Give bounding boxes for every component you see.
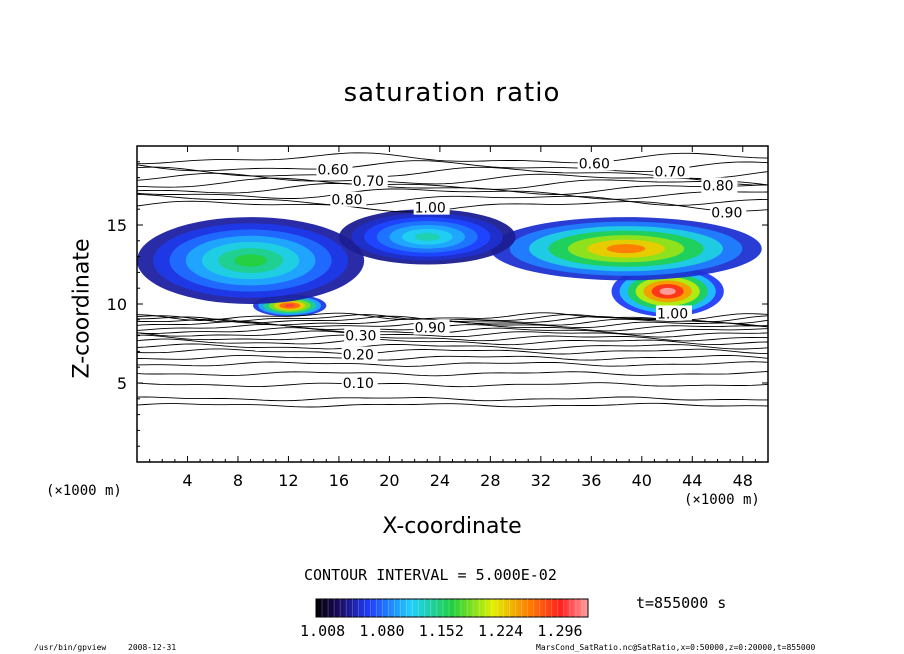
contour-line (137, 200, 768, 213)
contour-label-bg (316, 161, 353, 177)
y-axis-label: Z-coordinate (69, 238, 95, 379)
x-tick-label: 4 (182, 471, 192, 490)
x-tick-label: 8 (233, 471, 243, 490)
contour-label: 1.00 (415, 201, 446, 217)
x-tick-label: 24 (430, 471, 450, 490)
x-axis: 4 8 12 16 20 24 28 32 36 40 44 48 (149, 146, 756, 490)
contour-label-bg (701, 177, 738, 193)
contour-label: 1.00 (657, 306, 688, 322)
contour-label: 0.30 (345, 329, 376, 345)
saturation-band (284, 304, 295, 308)
contour-line (137, 354, 768, 361)
contour-line (137, 396, 768, 402)
contour-label-bg (653, 163, 690, 179)
y-axis: 5 10 15 (107, 161, 768, 447)
contour-line (137, 193, 768, 206)
contour-label-bg (413, 199, 450, 215)
x-tick-label: 28 (480, 471, 500, 490)
colorbar-tick-label: 1.080 (359, 622, 404, 640)
contour-label: 0.20 (343, 348, 374, 364)
colorbar-tick-label: 1.008 (300, 622, 345, 640)
data-source: MarsCond_SatRatio.nc@SatRatio,x=0:50000,… (536, 643, 816, 652)
contour-label-bg (577, 155, 614, 171)
x-tick-label: 12 (278, 471, 298, 490)
x-axis-label: X-coordinate (382, 514, 522, 539)
colorbar-tick-label: 1.152 (419, 622, 464, 640)
contour-line (137, 382, 768, 388)
chart-title: saturation ratio (343, 78, 561, 108)
date-stamp: 2008-12-31 (128, 643, 177, 652)
x-tick-label: 48 (733, 471, 753, 490)
contour-line (137, 324, 768, 332)
contour-line (137, 343, 768, 350)
program-path: /usr/bin/gpview (34, 643, 107, 652)
contour-label: 0.90 (415, 321, 446, 337)
x-tick-label: 40 (632, 471, 652, 490)
contour-interval: CONTOUR INTERVAL = 5.000E-02 (304, 566, 557, 584)
saturation-band (414, 232, 440, 241)
colorbar-stripes (321, 599, 583, 617)
x-unit-right: (×1000 m) (684, 492, 760, 508)
contour-line (137, 338, 768, 346)
contour-label-bg (413, 319, 450, 335)
contour-label: 0.70 (654, 164, 685, 180)
contour-line (137, 327, 768, 335)
x-tick-label: 32 (531, 471, 551, 490)
time-label: t=855000 s (636, 594, 727, 612)
saturation-band (659, 287, 676, 295)
contour-line (137, 330, 768, 338)
contour-label: 0.80 (702, 179, 733, 195)
contour-line (137, 402, 768, 408)
contour-label-bg (351, 172, 388, 188)
contour-label: 0.10 (343, 376, 374, 392)
x-tick-label: 44 (682, 471, 702, 490)
contour-label: 0.70 (353, 174, 384, 190)
contour-line (137, 334, 768, 342)
contour-line (137, 177, 768, 190)
contour-line (137, 152, 768, 165)
contour-line (137, 361, 768, 367)
colorbar-tick-label: 1.296 (537, 622, 582, 640)
contour-label-bg (330, 191, 367, 207)
contour-line (137, 348, 768, 355)
colorbar-ticks: 1.008 1.080 1.152 1.224 1.296 (300, 622, 583, 640)
colorbar-gradient (315, 598, 589, 618)
contour-line (137, 188, 768, 200)
contour-label-bg (341, 346, 378, 362)
colorbar-tick-label: 1.224 (478, 622, 523, 640)
contour-label-bg (655, 305, 692, 321)
colorbar: 1.008 1.080 1.152 1.224 1.296 (300, 598, 589, 640)
contour-label: 0.60 (579, 156, 610, 172)
supersaturation-fill (137, 209, 762, 317)
x-unit-left: (×1000 m) (46, 483, 122, 499)
saturation-band (234, 254, 267, 267)
contour-label: 0.90 (711, 205, 742, 221)
x-tick-label: 16 (329, 471, 349, 490)
contour-label-bg (341, 375, 378, 390)
contour-label: 0.80 (331, 193, 362, 209)
contour-line (137, 371, 768, 377)
contour-label: 0.60 (317, 163, 348, 179)
y-tick-label: 10 (107, 295, 127, 314)
saturation-band (606, 244, 646, 254)
y-tick-label: 15 (107, 216, 127, 235)
contour-label-bg (344, 327, 381, 343)
y-tick-label: 5 (117, 374, 127, 393)
contour-labels: 0.60 0.70 0.80 0.60 0.70 0.80 0.90 1.00 1.00 0.90… (316, 155, 747, 392)
contour-line (137, 182, 768, 195)
x-tick-label: 36 (581, 471, 601, 490)
x-tick-label: 20 (379, 471, 399, 490)
contour-label-bg (710, 204, 747, 220)
